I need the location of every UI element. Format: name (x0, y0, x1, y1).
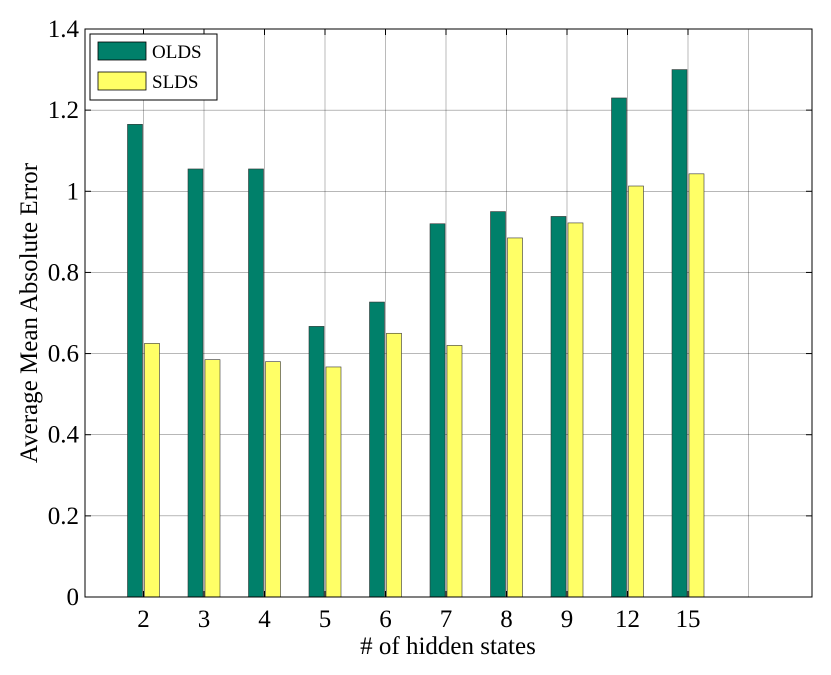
bar-olds (369, 301, 385, 598)
bar-olds (671, 69, 688, 598)
bar-olds (308, 326, 325, 598)
bar-slds (204, 359, 221, 598)
bar-slds (386, 332, 402, 598)
bar-slds (507, 237, 523, 598)
bar-olds (611, 97, 627, 598)
x-tick-label: 9 (561, 606, 574, 633)
x-tick-label: 7 (440, 606, 453, 633)
bar-olds (127, 124, 143, 598)
y-axis-label: Average Mean Absolute Error (16, 162, 43, 463)
x-tick-label: 8 (500, 606, 513, 633)
bar-olds (187, 168, 204, 598)
y-tick-label: 0.8 (48, 259, 79, 286)
x-tick-label: 4 (258, 606, 271, 633)
y-tick-label: 0.4 (48, 422, 80, 449)
y-tick-label: 0.6 (48, 341, 79, 368)
bar-olds (550, 216, 567, 598)
legend: OLDS SLDS (89, 33, 218, 101)
bar-olds (248, 168, 264, 598)
legend-swatch-slds (97, 71, 147, 91)
bar-slds (628, 185, 644, 598)
legend-label-olds: OLDS (152, 42, 202, 63)
bar-slds (446, 345, 463, 598)
y-tick-label: 1 (67, 178, 80, 205)
x-tick-label: 15 (676, 606, 701, 633)
y-axis-ticks: 0 0.2 0.4 0.6 0.8 1 1.2 1.4 (48, 16, 812, 611)
x-tick-label: 3 (198, 606, 211, 633)
bar-slds (567, 222, 584, 598)
y-tick-label: 1.2 (48, 97, 79, 124)
bar-slds (688, 173, 705, 598)
x-tick-label: 2 (137, 606, 150, 633)
x-tick-label: 12 (615, 606, 640, 633)
x-tick-label: 6 (379, 606, 392, 633)
plot-frame (84, 28, 813, 598)
y-tick-label: 0.2 (48, 503, 79, 530)
y-tick-label: 0 (67, 584, 80, 611)
bar-slds (265, 361, 281, 598)
bar-slds (325, 366, 342, 598)
bar-slds (144, 343, 160, 598)
legend-label-slds: SLDS (152, 72, 198, 93)
x-axis-label: # of hidden states (360, 633, 536, 660)
x-axis-ticks: 2 3 4 5 6 7 8 9 12 15 (137, 29, 701, 633)
x-tick-label: 5 (319, 606, 332, 633)
y-tick-label: 1.4 (48, 16, 80, 43)
legend-swatch-olds (97, 41, 147, 61)
bar-olds (490, 211, 506, 598)
bar-olds (429, 223, 446, 598)
